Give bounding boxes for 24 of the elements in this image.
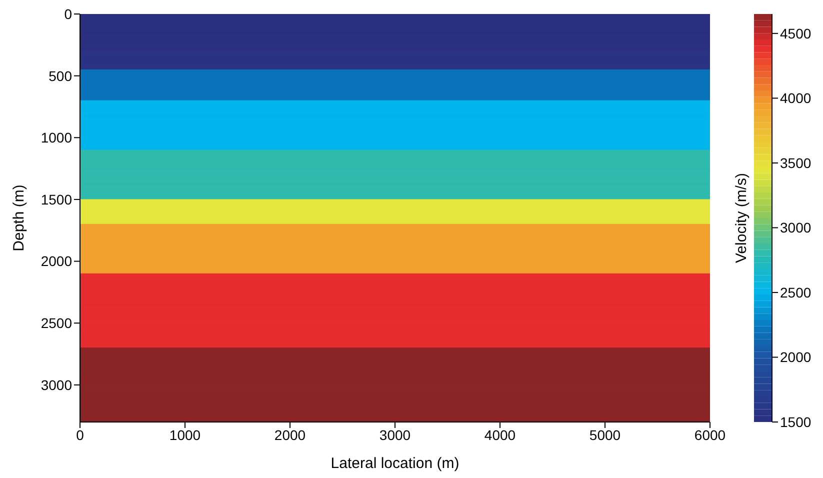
x-tick-label: 3000 xyxy=(379,426,411,443)
y-tick-label: 1500 xyxy=(40,191,72,208)
y-tick-label: 0 xyxy=(64,6,72,22)
x-tick-label: 5000 xyxy=(589,426,621,443)
x-axis-title: Lateral location (m) xyxy=(330,455,460,472)
y-tick-label: 3000 xyxy=(40,376,72,393)
color-bar-label: 1500 xyxy=(780,414,812,430)
y-tick-label: 1000 xyxy=(40,130,72,146)
color-bar-label: 4000 xyxy=(780,90,812,106)
color-bar-label: 2000 xyxy=(780,349,812,366)
x-tick-label: 4000 xyxy=(484,426,516,443)
color-bar-label: 3000 xyxy=(780,220,812,236)
y-tick-label: 500 xyxy=(48,68,72,84)
y-axis-title: Depth (m) xyxy=(10,184,28,252)
x-tick-label: 6000 xyxy=(694,426,726,443)
x-tick-label: 0 xyxy=(76,426,84,443)
x-tick-label: 2000 xyxy=(274,426,306,443)
color-bar-label: 3500 xyxy=(780,154,812,171)
color-bar-title: Velocity (m/s) xyxy=(732,172,750,264)
x-tick-label: 1000 xyxy=(169,426,201,443)
y-tick-label: 2500 xyxy=(40,315,72,332)
color-bar-label: 4500 xyxy=(780,25,812,42)
y-tick-label: 2000 xyxy=(40,253,72,270)
color-bar-label: 2500 xyxy=(780,284,812,300)
